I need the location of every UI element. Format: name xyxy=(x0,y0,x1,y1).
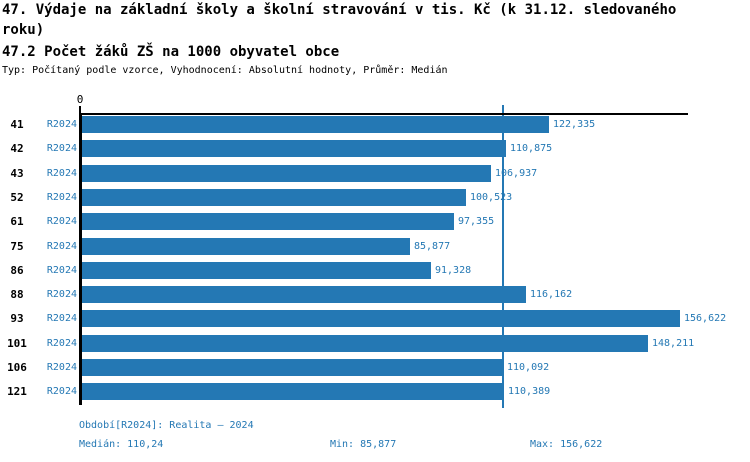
chart-row: 61 R2024 97,355 xyxy=(0,213,750,230)
bar xyxy=(82,189,466,206)
row-series-label: R2024 xyxy=(46,265,77,276)
row-series-label: R2024 xyxy=(46,386,77,397)
x-axis-origin-tick xyxy=(79,106,81,114)
bar-value-label: 122,335 xyxy=(553,119,596,130)
x-axis-origin-label: 0 xyxy=(76,93,84,106)
row-series-label: R2024 xyxy=(46,119,77,130)
bar-value-label: 116,162 xyxy=(530,289,573,300)
chart-meta-line: Typ: Počítaný podle vzorce, Vyhodnocení:… xyxy=(2,65,448,76)
bar xyxy=(82,140,506,157)
chart-row: 106 R2024 110,092 xyxy=(0,359,750,376)
y-axis-line xyxy=(79,113,82,405)
x-axis-line xyxy=(79,113,688,115)
bar-value-label: 148,211 xyxy=(652,338,695,349)
chart-row: 121 R2024 110,389 xyxy=(0,383,750,400)
row-series-label: R2024 xyxy=(46,241,77,252)
bar xyxy=(82,335,648,352)
row-series-label: R2024 xyxy=(46,192,77,203)
row-category-label: 88 xyxy=(10,288,24,301)
bar xyxy=(82,238,410,255)
median-summary-label: Medián: 110,24 xyxy=(79,439,164,450)
bar-value-label: 97,355 xyxy=(458,216,495,227)
chart-row: 75 R2024 85,877 xyxy=(0,238,750,255)
chart-title: 47. Výdaje na základní školy a školní st… xyxy=(2,2,677,38)
row-series-label: R2024 xyxy=(46,216,77,227)
bar-value-label: 100,523 xyxy=(470,192,513,203)
chart-row: 41 R2024 122,335 xyxy=(0,116,750,133)
row-category-label: 101 xyxy=(7,337,27,350)
bar-value-label: 110,389 xyxy=(508,386,551,397)
bar xyxy=(82,359,503,376)
row-category-label: 75 xyxy=(10,240,24,253)
row-category-label: 41 xyxy=(10,118,24,131)
bar-value-label: 110,875 xyxy=(510,143,553,154)
row-series-label: R2024 xyxy=(46,289,77,300)
median-reference-line xyxy=(502,105,504,408)
bar-value-label: 85,877 xyxy=(414,241,451,252)
row-series-label: R2024 xyxy=(46,338,77,349)
chart-row: 101 R2024 148,211 xyxy=(0,335,750,352)
bar-value-label: 91,328 xyxy=(435,265,472,276)
min-summary-label: Min: 85,877 xyxy=(330,439,397,450)
bar xyxy=(82,116,549,133)
bar xyxy=(82,383,504,400)
max-summary-label: Max: 156,622 xyxy=(530,439,603,450)
row-category-label: 121 xyxy=(7,385,27,398)
row-series-label: R2024 xyxy=(46,143,77,154)
bar xyxy=(82,286,526,303)
chart-row: 42 R2024 110,875 xyxy=(0,140,750,157)
row-series-label: R2024 xyxy=(46,168,77,179)
row-category-label: 42 xyxy=(10,142,24,155)
bar xyxy=(82,262,431,279)
bar-value-label: 110,092 xyxy=(507,362,550,373)
bar xyxy=(82,213,454,230)
bar xyxy=(82,165,491,182)
row-series-label: R2024 xyxy=(46,313,77,324)
chart-row: 52 R2024 100,523 xyxy=(0,189,750,206)
period-label: Období[R2024]: Realita – 2024 xyxy=(79,420,254,431)
chart-row: 88 R2024 116,162 xyxy=(0,286,750,303)
row-category-label: 93 xyxy=(10,312,24,325)
row-category-label: 86 xyxy=(10,264,24,277)
chart-row: 93 R2024 156,622 xyxy=(0,310,750,327)
chart-row: 43 R2024 106,937 xyxy=(0,165,750,182)
row-series-label: R2024 xyxy=(46,362,77,373)
chart-row: 86 R2024 91,328 xyxy=(0,262,750,279)
row-category-label: 106 xyxy=(7,361,27,374)
bar xyxy=(82,310,680,327)
row-category-label: 52 xyxy=(10,191,24,204)
row-category-label: 61 xyxy=(10,215,24,228)
bar-value-label: 106,937 xyxy=(495,168,538,179)
row-category-label: 43 xyxy=(10,167,24,180)
chart-indicator-title: 47.2 Počet žáků ZŠ na 1000 obyvatel obce xyxy=(2,44,340,60)
bar-value-label: 156,622 xyxy=(684,313,727,324)
